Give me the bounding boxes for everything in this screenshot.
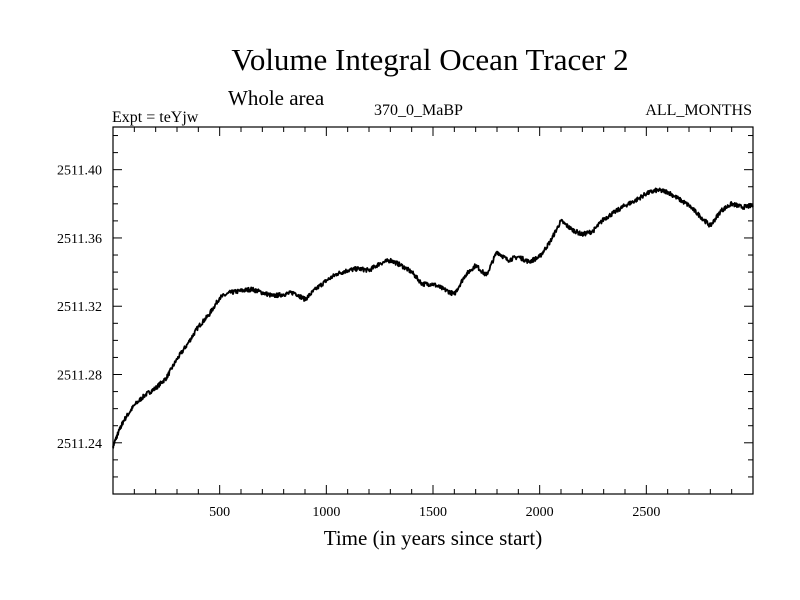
period-label: 370_0_MaBP bbox=[374, 102, 463, 119]
x-tick-label: 2500 bbox=[632, 505, 660, 520]
axis-ticks bbox=[113, 127, 753, 494]
plot-area bbox=[112, 187, 754, 449]
chart-subtitle: Whole area bbox=[228, 86, 325, 110]
plot-frame bbox=[112, 126, 754, 495]
months-label: ALL_MONTHS bbox=[645, 102, 752, 119]
x-tick-label: 2000 bbox=[526, 505, 554, 520]
x-tick-label: 500 bbox=[209, 505, 230, 520]
x-axis-label: Time (in years since start) bbox=[323, 526, 543, 550]
chart-title: Volume Integral Ocean Tracer 2 bbox=[231, 42, 629, 77]
y-tick-label: 2511.40 bbox=[57, 164, 102, 179]
y-tick-label: 2511.36 bbox=[57, 232, 102, 247]
x-tick-label: 1000 bbox=[312, 505, 340, 520]
experiment-label: Expt = teYjw bbox=[112, 109, 199, 126]
axis-tick-labels: 500 1000 1500 2000 2500 2511.24 2511.28 2511.32… bbox=[57, 164, 660, 520]
y-tick-label: 2511.24 bbox=[57, 437, 102, 452]
series-line bbox=[112, 187, 754, 449]
y-tick-label: 2511.32 bbox=[57, 300, 102, 315]
x-tick-label: 1500 bbox=[419, 505, 447, 520]
y-tick-label: 2511.28 bbox=[57, 369, 102, 384]
